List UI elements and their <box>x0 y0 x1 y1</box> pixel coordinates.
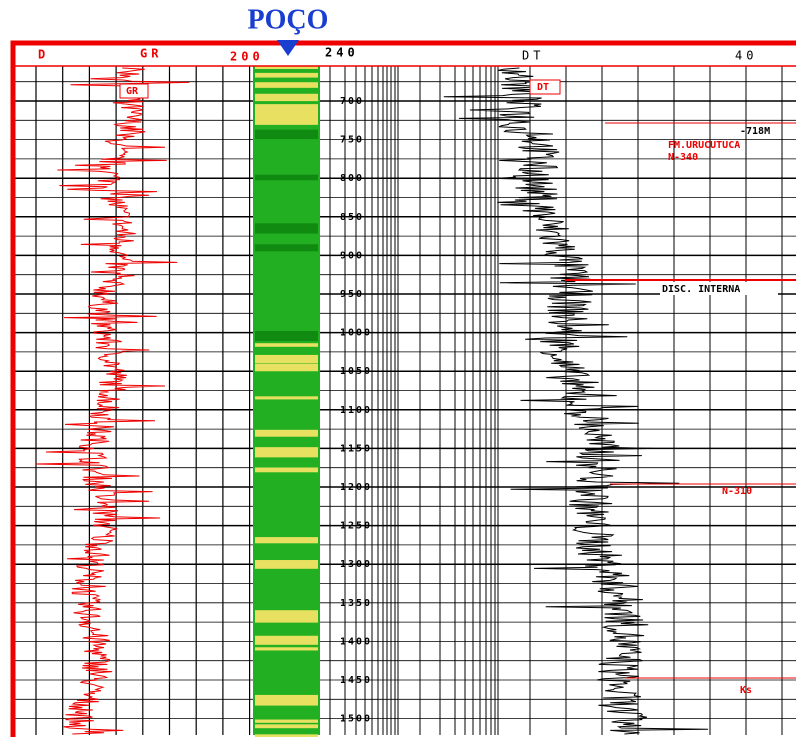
layer <box>255 636 318 645</box>
layer <box>255 223 318 233</box>
layer <box>255 175 318 181</box>
depth-label: 1350 <box>340 598 372 609</box>
layer <box>255 447 318 457</box>
layer <box>255 130 318 139</box>
layer <box>255 343 318 347</box>
title: POÇO <box>248 4 329 35</box>
header-dt-scale: 40 <box>735 49 757 63</box>
header-scale: 240 <box>325 46 359 60</box>
layer <box>255 116 318 124</box>
depth-label: 1250 <box>340 521 372 532</box>
n310: N-310 <box>722 486 752 497</box>
layer <box>255 82 318 88</box>
dt-label: DT <box>537 82 549 93</box>
depth-label: 1150 <box>340 443 372 454</box>
layer <box>255 695 318 706</box>
depth-label: 900 <box>340 250 364 261</box>
depth-label: 1200 <box>340 482 372 493</box>
layer <box>255 724 318 728</box>
header-gr: GR <box>140 47 162 61</box>
formation: FM.URUCUTUCA <box>668 140 740 151</box>
layer <box>255 94 318 101</box>
layer <box>255 720 318 723</box>
column <box>253 66 320 735</box>
layer <box>255 468 318 473</box>
layer <box>255 73 318 78</box>
n340: N-340 <box>668 152 698 163</box>
depth-label: 1400 <box>340 636 372 647</box>
layer <box>255 396 318 399</box>
layer <box>255 244 318 251</box>
header-gr-scale: 200 <box>230 50 264 64</box>
layer <box>255 364 318 372</box>
depth-label: 700 <box>340 96 364 107</box>
depth-label: 1100 <box>340 405 372 416</box>
layer <box>255 560 318 569</box>
header-dt: DT <box>522 49 544 63</box>
gr-label: GR <box>126 86 139 97</box>
depth-label: 1050 <box>340 366 372 377</box>
header-depth: D <box>38 48 49 62</box>
depth-label: 1450 <box>340 675 372 686</box>
layer <box>255 355 318 363</box>
depth-label: 800 <box>340 173 364 184</box>
layer <box>255 430 318 437</box>
layer <box>255 647 318 650</box>
layer <box>255 331 318 341</box>
depth-label: 850 <box>340 212 364 223</box>
depth-label: 1500 <box>340 714 372 725</box>
depth-label: 1000 <box>340 328 372 339</box>
depth-marker: -718M <box>740 126 770 137</box>
depth-label: 950 <box>340 289 364 300</box>
depth-label: 750 <box>340 135 364 146</box>
depth-label: 1300 <box>340 559 372 570</box>
well-log: POÇO D GR 200 240 DT 40 GR DT -718M FM.U… <box>0 0 796 737</box>
lithology-column <box>253 66 320 737</box>
layer <box>255 537 318 543</box>
layer <box>255 616 318 623</box>
ks: Ks <box>740 685 752 696</box>
disc: DISC. INTERNA <box>662 284 740 295</box>
